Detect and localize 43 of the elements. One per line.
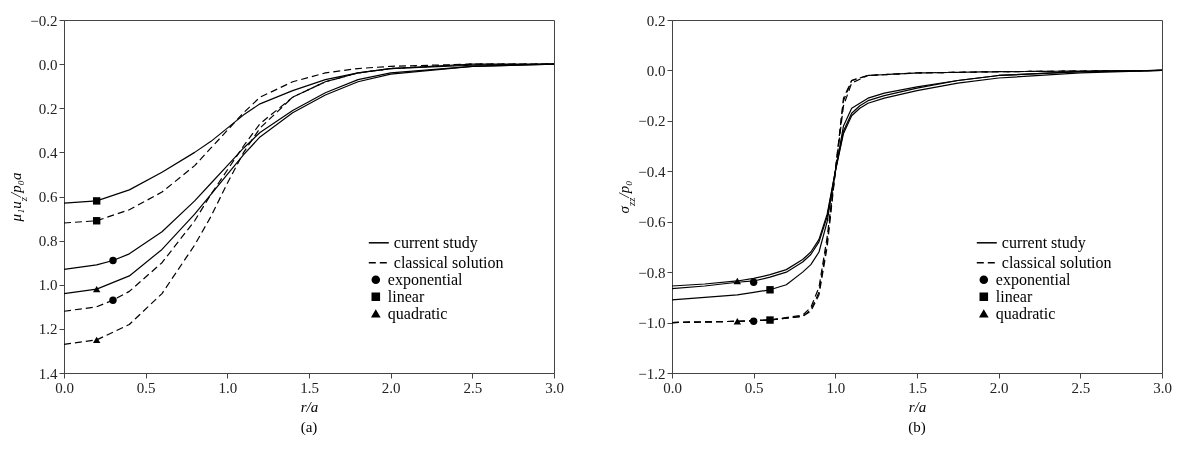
y-tick-label: −0.2 [638, 113, 666, 130]
legend-label: quadratic [387, 304, 448, 323]
x-tick-label: 3.0 [545, 379, 564, 396]
y-tick-label: 0.4 [38, 144, 58, 161]
y-tick-label: 0.0 [38, 56, 58, 73]
text: (a) [300, 419, 318, 436]
y-tick-label: −1.2 [638, 365, 666, 382]
y-tick-label: 0.2 [38, 100, 58, 117]
x-tick-label: 0.0 [55, 379, 74, 396]
legend-label: current study [393, 233, 478, 252]
legend-label: classical solution [393, 253, 504, 271]
x-tick-label: 2.0 [989, 379, 1009, 396]
y-tick-label: 1.4 [38, 365, 58, 382]
legend-label: current study [1001, 233, 1086, 252]
x-tick-label: 0.5 [744, 379, 764, 396]
x-tick-label: 1.5 [908, 379, 927, 396]
y-tick-label: 1.0 [38, 277, 58, 294]
x-tick-label: 0.5 [136, 379, 156, 396]
y-tick-label: −0.6 [638, 214, 666, 231]
legend-label: classical solution [1001, 253, 1112, 271]
y-tick-label: −0.4 [638, 163, 666, 180]
x-tick-label: 2.5 [463, 379, 483, 396]
text: (b) [908, 419, 926, 436]
y-tick-label: 0.8 [38, 233, 58, 250]
x-axis-title: r/a [908, 398, 927, 415]
x-tick-label: 0.0 [663, 379, 682, 396]
x-axis-title: r/a [300, 398, 319, 415]
x-tick-label: 1.0 [826, 379, 846, 396]
y-tick-label: 0.6 [38, 189, 58, 205]
y-tick-label: −0.8 [638, 264, 666, 281]
y-tick-label: 0.0 [646, 62, 666, 79]
legend-label: exponential [995, 270, 1071, 289]
y-tick-label: −0.2 [30, 12, 58, 29]
y-tick-label: 0.2 [646, 12, 666, 29]
y-tick-label: 1.2 [38, 321, 58, 338]
x-tick-label: 2.5 [1071, 379, 1091, 396]
x-tick-label: 2.0 [381, 379, 401, 396]
y-tick-label: −1.0 [638, 315, 666, 332]
legend-label: quadratic [995, 304, 1056, 323]
x-tick-label: 1.0 [218, 379, 238, 396]
x-tick-label: 3.0 [1153, 379, 1172, 396]
x-tick-label: 1.5 [300, 379, 319, 396]
legend-label: exponential [387, 270, 463, 289]
